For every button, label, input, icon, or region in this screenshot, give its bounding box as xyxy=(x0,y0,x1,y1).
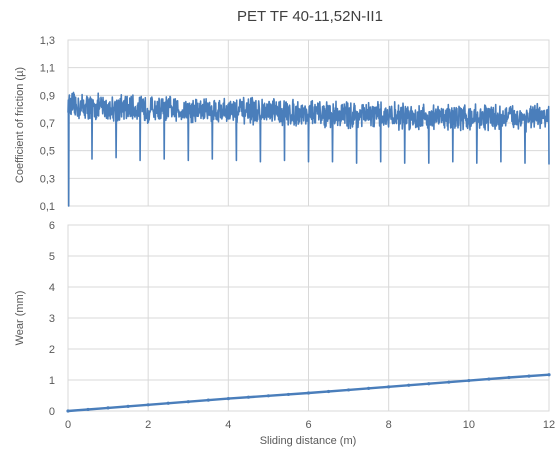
friction-y-tick-label: 0,3 xyxy=(40,173,55,185)
wear-data-point xyxy=(447,380,451,384)
wear-data-point xyxy=(66,409,70,413)
wear-x-tick-label: 12 xyxy=(543,419,555,431)
wear-y-tick-label: 1 xyxy=(49,375,55,387)
wear-data-point xyxy=(507,375,511,380)
wear-data-point xyxy=(427,382,431,386)
wear-data-point xyxy=(126,404,130,408)
wear-y-tick-label: 5 xyxy=(49,251,55,263)
wear-x-tick-label: 0 xyxy=(65,419,71,431)
wear-data-point xyxy=(467,379,471,383)
wear-data-point xyxy=(86,407,90,412)
wear-data-point xyxy=(346,388,351,392)
wear-data-point xyxy=(547,373,551,377)
wear-data-point xyxy=(146,403,150,407)
wear-y-tick-label: 4 xyxy=(49,282,55,294)
chart-title: PET TF 40-11,52N-II1 xyxy=(237,8,383,25)
wear-data-point xyxy=(367,386,371,390)
wear-data-point xyxy=(106,406,110,410)
friction-y-tick-label: 0,9 xyxy=(40,90,55,102)
wear-y-tick-label: 0 xyxy=(49,406,55,418)
friction-y-tick-label: 1,3 xyxy=(40,35,55,47)
wear-x-tick-label: 4 xyxy=(225,419,231,431)
friction-y-tick-label: 0,5 xyxy=(40,146,55,158)
wear-data-point xyxy=(527,374,531,378)
wear-x-tick-label: 2 xyxy=(145,419,151,431)
wear-data-point xyxy=(487,377,491,381)
wear-x-tick-label: 10 xyxy=(463,419,475,431)
wear-data-point xyxy=(166,401,170,405)
wear-y-tick-label: 6 xyxy=(49,220,55,232)
wear-y-tick-label: 2 xyxy=(49,344,55,356)
friction-y-axis-label: Coefficient of friction (µ) xyxy=(14,67,26,183)
friction-panel: 0,1 0,3 0,5 0,7 0,9 1,1 1,3 xyxy=(40,35,550,213)
friction-series-line xyxy=(67,91,550,207)
wear-x-tick-label: 8 xyxy=(386,419,392,431)
wear-data-point xyxy=(306,391,311,395)
wear-data-point xyxy=(226,397,230,401)
wear-data-point xyxy=(407,383,411,387)
wear-data-point xyxy=(186,400,190,404)
friction-y-tick-label: 1,1 xyxy=(40,63,55,75)
wear-data-point xyxy=(387,385,391,389)
wear-data-point xyxy=(246,395,250,399)
sliding-distance-axis-label: Sliding distance (m) xyxy=(260,435,357,447)
wear-data-point xyxy=(266,394,271,398)
friction-y-tick-label: 0,1 xyxy=(40,201,55,213)
wear-y-axis-label: Wear (mm) xyxy=(14,291,26,346)
wear-data-point xyxy=(326,389,331,394)
wear-x-tick-label: 6 xyxy=(305,419,311,431)
wear-data-point xyxy=(286,392,291,397)
wear-y-tick-label: 3 xyxy=(49,313,55,325)
friction-y-tick-label: 0,7 xyxy=(40,118,55,130)
wear-data-point xyxy=(206,398,210,402)
